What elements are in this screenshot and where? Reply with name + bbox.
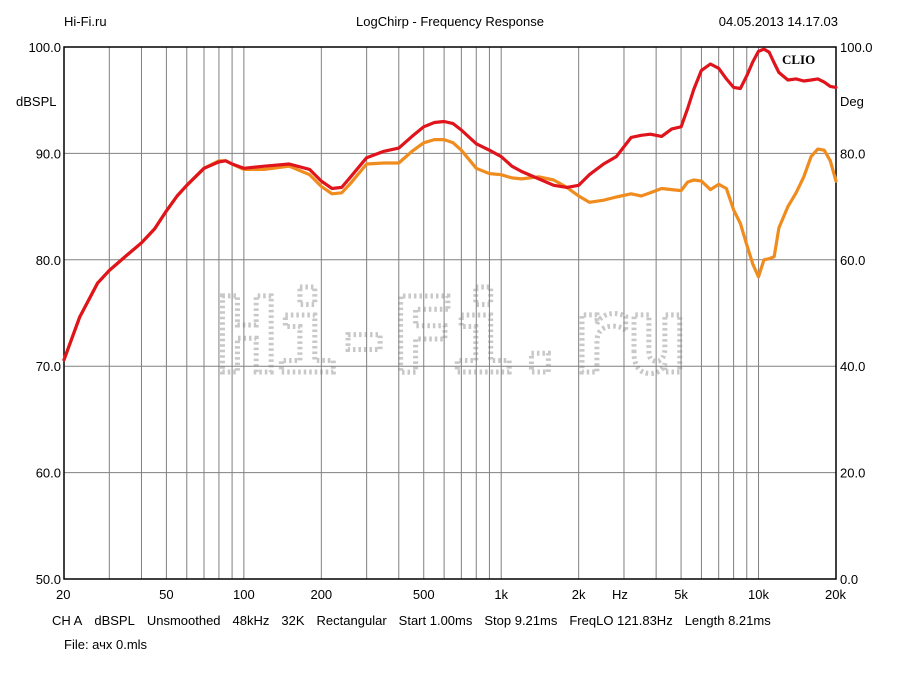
x-tick-label: 100	[233, 587, 255, 602]
file-label: File: ачх 0.mls	[64, 637, 148, 652]
y-tick-label: 90.0	[36, 146, 61, 161]
timestamp: 04.05.2013 14.17.03	[718, 14, 838, 29]
clio-logo: CLIO	[782, 52, 815, 67]
y-tick-label: 100.0	[28, 40, 61, 55]
x-axis-unit-label: Hz	[612, 587, 628, 602]
param-item: Unsmoothed	[146, 613, 221, 628]
site-label: Hi-Fi.ru	[64, 14, 107, 29]
watermark: Hi-Fi.ru	[216, 275, 685, 397]
y-axis-label: dBSPL	[16, 94, 56, 109]
x-tick-label: 1k	[494, 587, 508, 602]
x-tick-label: 200	[310, 587, 332, 602]
y-tick-label: 80.0	[36, 253, 61, 268]
x-tick-label: 500	[413, 587, 435, 602]
measurement-params: CH A dBSPL Unsmoothed 48kHz 32K Rectangular St…	[52, 613, 783, 628]
y2-tick-label: 40.0	[840, 359, 865, 374]
param-item: CH A	[52, 613, 83, 628]
x-tick-label: 50	[159, 587, 173, 602]
x-tick-label: 10k	[748, 587, 769, 602]
y2-tick-label: 80.0	[840, 146, 865, 161]
y2-axis-label: Deg	[840, 94, 864, 109]
y-tick-label: 60.0	[36, 466, 61, 481]
param-item: 48kHz	[232, 613, 270, 628]
x-tick-label: 2k	[572, 587, 586, 602]
x-tick-label: 20k	[825, 587, 846, 602]
y-tick-label: 70.0	[36, 359, 61, 374]
x-tick-label: 20	[56, 587, 70, 602]
param-item: Length 8.21ms	[684, 613, 771, 628]
y2-tick-label: 100.0	[840, 40, 873, 55]
y2-tick-label: 20.0	[840, 466, 865, 481]
series-line	[62, 47, 838, 362]
param-item: FreqLO 121.83Hz	[569, 613, 673, 628]
y-tick-label: 50.0	[36, 572, 61, 587]
plot-frame	[63, 46, 837, 580]
y2-tick-label: 0.0	[840, 572, 858, 587]
chart-title: LogChirp - Frequency Response	[356, 14, 544, 29]
y2-tick-label: 60.0	[840, 253, 865, 268]
param-item: dBSPL	[94, 613, 135, 628]
param-item: Stop 9.21ms	[484, 613, 558, 628]
param-item: Rectangular	[316, 613, 387, 628]
param-item: 32K	[281, 613, 305, 628]
param-item: Start 1.00ms	[398, 613, 473, 628]
x-tick-label: 5k	[674, 587, 688, 602]
